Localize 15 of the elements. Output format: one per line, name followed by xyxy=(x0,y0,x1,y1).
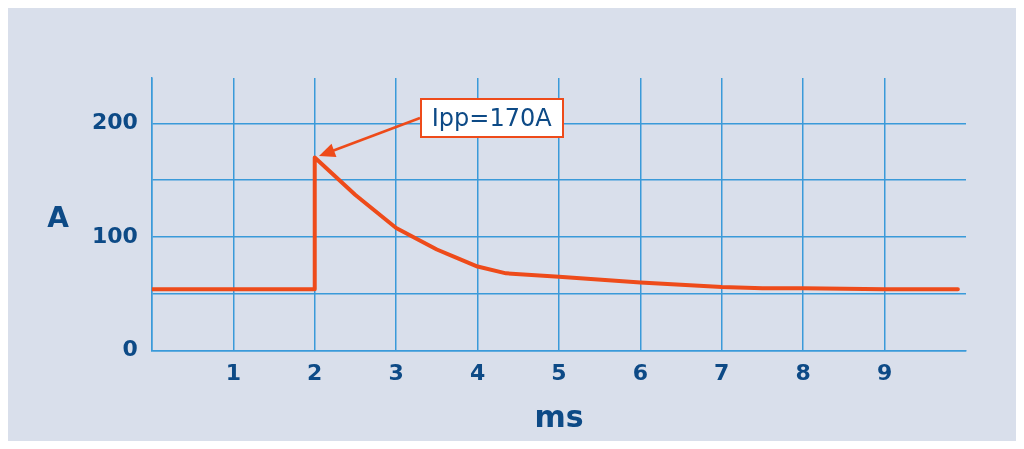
x-tick-label: 6 xyxy=(632,359,649,385)
y-tick-label: 200 xyxy=(91,109,138,135)
x-tick-label: 7 xyxy=(714,359,730,385)
y-axis-title: A xyxy=(47,200,70,234)
annotation: Ipp=170A xyxy=(419,97,564,138)
y-tick-label: 0 xyxy=(122,336,138,362)
x-tick-label: 1 xyxy=(225,359,241,385)
x-tick-label: 3 xyxy=(388,359,404,385)
x-tick-label: 4 xyxy=(469,359,486,385)
x-tick-label: 2 xyxy=(307,359,323,385)
y-tick-label: 100 xyxy=(91,222,138,248)
x-tick-label: 5 xyxy=(551,359,567,385)
x-tick-label: 9 xyxy=(876,359,893,385)
x-axis-title: ms xyxy=(534,398,584,434)
x-tick-label: 8 xyxy=(795,359,811,385)
